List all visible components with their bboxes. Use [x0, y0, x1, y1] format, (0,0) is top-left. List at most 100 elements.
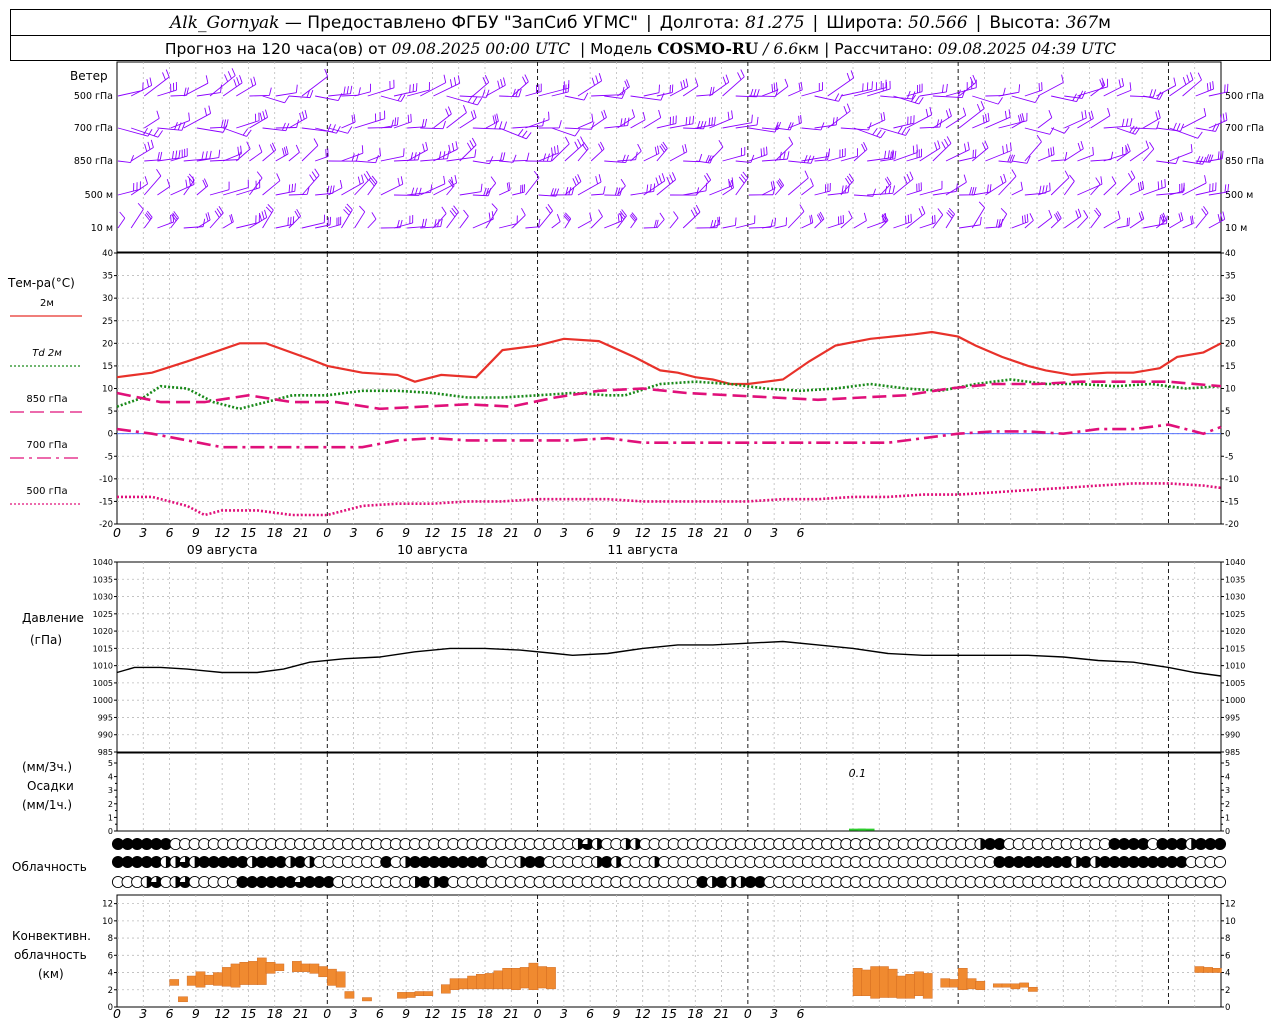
wind-barb-feather [329, 185, 332, 194]
wind-barb [1169, 79, 1194, 97]
wind-barb [551, 221, 561, 229]
wind-barb [301, 175, 320, 196]
x-tick-label-top: 6 [586, 525, 594, 540]
wind-barb-feather [294, 210, 300, 219]
wind-barb-feather [515, 88, 519, 97]
wind-barb [1050, 217, 1062, 229]
alt-unit: м [1098, 12, 1111, 33]
wind-barb-feather [884, 185, 888, 194]
wind-barb-feather [203, 178, 209, 187]
wind-barb-feather [371, 175, 378, 183]
wind-barb-feather [703, 121, 707, 129]
wind-barb-feather [963, 174, 967, 183]
wind-barb [682, 85, 699, 97]
date-label: 11 августа [607, 542, 678, 557]
wind-barb-feather [137, 202, 144, 210]
wind-barb-feather [1003, 173, 1007, 182]
wind-barb-feather [339, 179, 343, 188]
wind-barb [1156, 192, 1183, 196]
x-tick-label-bottom: 21 [503, 1006, 519, 1021]
conv-cloud-bar [300, 963, 311, 972]
wind-barb [117, 127, 149, 137]
wind-barb [1037, 117, 1053, 129]
wind-barb-feather [327, 185, 330, 194]
x-tick-label-top: 15 [661, 525, 677, 540]
wind-barb-feather [351, 153, 355, 162]
wind-barb [683, 160, 700, 163]
wind-barb-feather [1008, 109, 1011, 118]
wind-barb [735, 160, 752, 163]
wind-barb-feather [283, 147, 287, 156]
wind-barb-feather [880, 113, 883, 122]
wind-barb-feather [262, 111, 266, 120]
wind-barb [998, 160, 1012, 163]
wind-barb-feather [491, 203, 498, 210]
wind-barb-feather [165, 69, 170, 78]
wind-barb [354, 118, 385, 129]
wind-barb-feather [449, 79, 453, 88]
wind-barb-feather [181, 122, 186, 131]
wind-barb-feather [1206, 83, 1209, 92]
wind-barb-feather [296, 209, 301, 217]
wind-barb-feather [442, 151, 446, 160]
wind-barb-feather [130, 154, 135, 163]
wind-barb-feather [366, 170, 372, 179]
wind-barb-feather [144, 213, 151, 221]
wind-barb-feather [658, 109, 662, 118]
wind-barb [919, 222, 936, 229]
wind-barb-feather [214, 210, 220, 218]
wind-barb-feather [175, 150, 178, 159]
wind-barb-feather [455, 141, 458, 150]
wind-barb-feather [620, 213, 623, 222]
wind-barb-feather [773, 83, 776, 92]
wind-barb [735, 124, 758, 129]
wind-barb-feather [622, 154, 626, 163]
wind-barb [577, 148, 589, 162]
wind-barb-feather [861, 143, 866, 152]
y-tick-label-left: 15 [102, 362, 113, 372]
wind-barb-feather [704, 175, 709, 183]
wind-barb-feather [379, 148, 381, 157]
wind-barb-feather [1092, 146, 1094, 155]
wind-barb-feather [147, 141, 151, 150]
wind-barb-feather [772, 180, 776, 189]
model-resolution: / 6.6 [763, 39, 799, 58]
wind-barb-feather [784, 78, 789, 87]
conv-cloud-bar [186, 975, 197, 986]
cloud-cover-symbol [514, 855, 527, 869]
cloud-cover-symbol [246, 855, 259, 869]
wind-barb-feather [1149, 142, 1155, 150]
wind-barb-feather [1159, 214, 1164, 223]
wind-barb [1208, 119, 1228, 129]
wind-barb [1142, 117, 1161, 129]
wind-barb-feather [1095, 177, 1101, 185]
wind-barb-feather [1176, 123, 1181, 131]
wind-barb [893, 151, 918, 162]
wind-barb-feather [863, 142, 868, 150]
wind-barb [1103, 153, 1127, 162]
wind-barb-feather [818, 213, 823, 221]
wind-barb-feather [554, 146, 556, 155]
wind-barb-feather [1224, 184, 1227, 193]
wind-barb-feather [1055, 212, 1061, 220]
wind-barb-feather [494, 114, 497, 123]
wind-barb-feather [598, 174, 602, 183]
wind-barb-feather [201, 151, 204, 160]
wind-barb-feather [368, 179, 375, 187]
wind-barb [761, 188, 775, 196]
wind-barb-feather [448, 144, 451, 153]
wind-barb [643, 180, 665, 196]
cloud-cover-symbol [706, 875, 719, 889]
wind-barb [722, 225, 736, 229]
y-tick-label-right: -20 [1225, 520, 1239, 530]
wind-barb-feather [216, 208, 222, 216]
wind-barb-feather [1117, 210, 1121, 219]
wind-barb [919, 91, 947, 97]
wind-barb-feather [689, 116, 691, 125]
cloud-half [616, 856, 622, 868]
wind-barb-feather [233, 79, 237, 87]
cloud-half [252, 856, 258, 868]
wind-barb-feather [353, 114, 356, 123]
wind-barb-feather [153, 128, 159, 137]
wind-barb-feather [218, 205, 224, 214]
